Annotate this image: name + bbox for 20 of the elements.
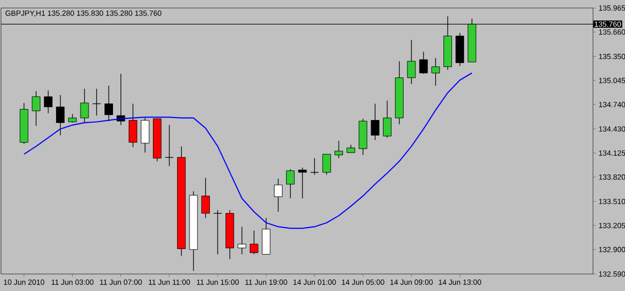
- candlestick: [44, 90, 52, 114]
- candlestick: [382, 100, 392, 138]
- candlestick: [201, 177, 210, 218]
- candlestick: [322, 154, 331, 176]
- candlestick: [407, 40, 416, 84]
- candlestick: [431, 58, 440, 86]
- candlestick: [140, 118, 150, 153]
- candlestick: [104, 85, 113, 122]
- candlestick: [32, 90, 40, 126]
- candlestick: [80, 88, 89, 124]
- candlestick: [370, 103, 380, 140]
- candlestick: [274, 178, 282, 212]
- candlestick: [56, 94, 65, 136]
- candlestick: [286, 168, 295, 199]
- candlestick: [238, 226, 246, 255]
- candlestick: [128, 103, 138, 148]
- candlestick: [419, 51, 428, 74]
- candlestick: [334, 140, 344, 158]
- candlestick: [298, 167, 307, 199]
- candlestick: [250, 230, 258, 255]
